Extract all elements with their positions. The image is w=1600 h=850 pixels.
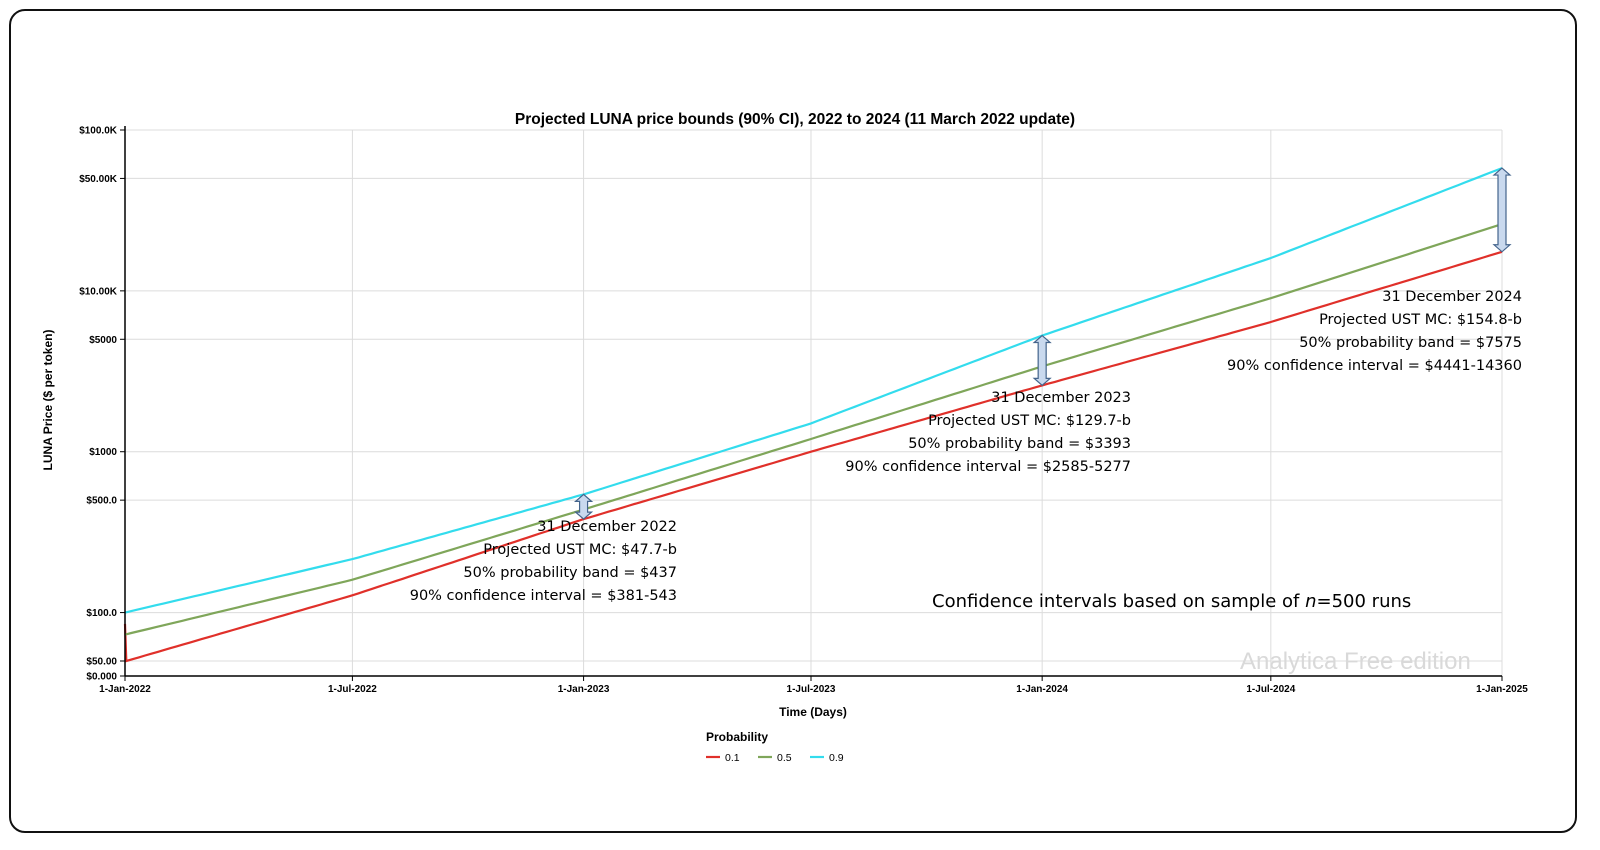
- y-tick-label: $100.0: [86, 608, 117, 619]
- annotation-line: 50% probability band = $437: [463, 565, 677, 581]
- interval-arrow: [1032, 334, 1052, 387]
- annotation-line: Projected UST MC: $129.7-b: [928, 413, 1131, 429]
- annotation-block: 31 December 2022 Projected UST MC: $47.7-…: [410, 519, 677, 604]
- y-tick-label: $5000: [89, 335, 117, 346]
- annotation-line: 31 December 2022: [537, 519, 677, 535]
- series-line-0.1: [123, 250, 1503, 663]
- annotation-line: 50% probability band = $7575: [1299, 335, 1522, 351]
- chart-title: Projected LUNA price bounds (90% CI), 20…: [515, 111, 1075, 128]
- series-line-0.5: [124, 223, 1503, 636]
- annotation-line: Projected UST MC: $47.7-b: [483, 542, 677, 558]
- y-tick-label: $50.00: [86, 657, 117, 668]
- interval-arrows: [573, 167, 1512, 520]
- series-lines: [123, 167, 1503, 663]
- x-tick-label: 1-Jul-2023: [787, 684, 836, 695]
- tick-labels: $100.0K $50.00K $10.00K $5000 $1000 $500.0 $10…: [79, 126, 1528, 696]
- interval-arrow: [573, 493, 594, 520]
- y-axis-title: LUNA Price ($ per token): [41, 330, 55, 471]
- annotation-line: 31 December 2023: [991, 390, 1131, 406]
- watermark: Analytica Free edition: [1240, 648, 1471, 675]
- x-tick-label: 1-Jan-2025: [1476, 684, 1528, 695]
- legend-label-0.1: 0.1: [725, 752, 740, 764]
- y-tick-label: $0.000: [86, 672, 117, 683]
- chart-frame: [9, 9, 1577, 833]
- axes: [120, 126, 1503, 681]
- annotation-block: 31 December 2024 Projected UST MC: $154.8…: [1227, 289, 1522, 374]
- annotation-line: 31 December 2024: [1382, 289, 1522, 305]
- y-tick-label: $50.00K: [79, 174, 118, 185]
- y-tick-label: $500.0: [86, 496, 117, 507]
- annotation-line: Projected UST MC: $154.8-b: [1319, 312, 1522, 328]
- legend-label-0.5: 0.5: [777, 752, 792, 764]
- x-axis-title: Time (Days): [779, 705, 847, 719]
- x-tick-label: 1-Jul-2022: [328, 684, 377, 695]
- x-tick-label: 1-Jan-2024: [1016, 684, 1068, 695]
- annotations: 31 December 2022 Projected UST MC: $47.7-…: [410, 289, 1522, 604]
- annotation-line: 90% confidence interval = $381-543: [410, 588, 677, 604]
- legend-title: Probability: [706, 730, 768, 744]
- annotation-line: 90% confidence interval = $4441-14360: [1227, 358, 1522, 374]
- y-tick-label: $1000: [89, 447, 117, 458]
- x-tick-label: 1-Jan-2022: [99, 684, 151, 695]
- legend: Probability 0.1 0.5 0.9: [706, 730, 844, 764]
- y-tick-label: $10.00K: [79, 286, 118, 297]
- annotation-line: 50% probability band = $3393: [908, 436, 1131, 452]
- sample-note: Confidence intervals based on sample of …: [932, 591, 1411, 612]
- y-tick-label: $100.0K: [79, 126, 118, 137]
- annotation-block: 31 December 2023 Projected UST MC: $129.7…: [845, 390, 1131, 475]
- x-tick-label: 1-Jan-2023: [558, 684, 610, 695]
- annotation-line: 90% confidence interval = $2585-5277: [845, 459, 1131, 475]
- legend-label-0.9: 0.9: [829, 752, 844, 764]
- x-tick-label: 1-Jul-2024: [1246, 684, 1295, 695]
- series-line-0.9: [124, 167, 1503, 614]
- interval-arrow: [1492, 167, 1512, 253]
